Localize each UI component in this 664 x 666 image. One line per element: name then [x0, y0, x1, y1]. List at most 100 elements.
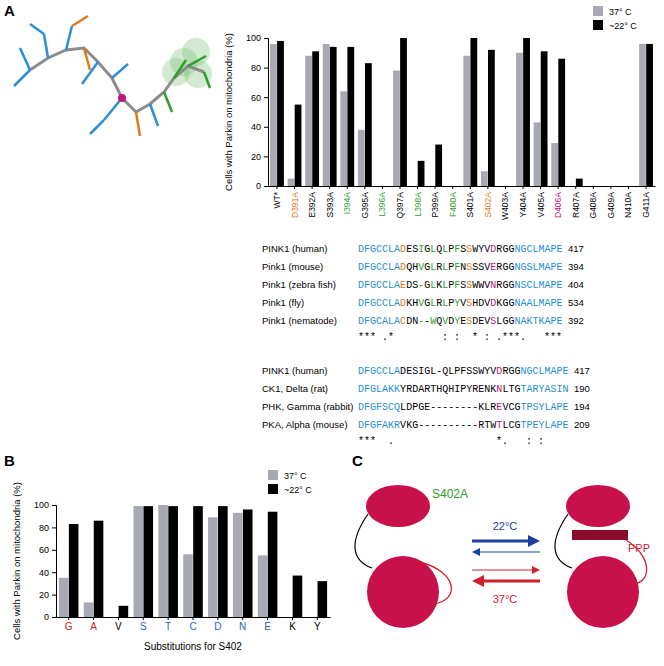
x-tick-label: Y404A [518, 192, 528, 218]
x-tick-label: G395A [360, 192, 370, 219]
bar [435, 145, 442, 186]
x-tick: G395A [360, 186, 370, 218]
x-tick-mark [364, 186, 365, 189]
sequence-end: 417 [574, 365, 590, 376]
x-tick: L398A [413, 186, 423, 217]
residue: E [557, 280, 563, 291]
y-tick-label: 40 [39, 568, 49, 578]
sequence: DFGCCLADKHVGLRLPYVSHDVDKGGNAALMAPE [358, 298, 563, 309]
bar [283, 617, 293, 618]
panel-label: C [352, 452, 363, 469]
bar [347, 47, 354, 186]
sequence-end: 417 [568, 243, 584, 254]
y-tick-mark [52, 617, 56, 618]
x-tick: S401A [465, 186, 475, 218]
y-tick-label: 60 [39, 545, 49, 555]
sequence-end: 194 [574, 401, 590, 412]
legend-swatch [593, 6, 603, 16]
chart: 020406080100GAVSTCDNEKYCells with Parkin… [11, 470, 331, 652]
bar [295, 105, 302, 186]
panel-label: B [4, 452, 15, 469]
mutant-label: S402A [432, 487, 468, 501]
x-tick: G408A [588, 186, 598, 218]
bar [622, 186, 629, 187]
side-chain [104, 98, 122, 120]
species-name: Pink1 (zebra fish) [262, 279, 336, 290]
x-tick-label: D391A [290, 192, 300, 218]
reverse-label: 37°C [493, 593, 518, 605]
x-tick: G [65, 617, 73, 632]
x-tick-mark [317, 617, 318, 620]
x-axis-title: Substitutions for S402 [144, 641, 242, 652]
x-tick-mark [312, 186, 313, 189]
legend: 37° C~22° C [268, 470, 312, 495]
x-tick-mark [487, 186, 488, 189]
bar [109, 617, 119, 618]
bar [569, 186, 576, 187]
x-tick-mark [93, 617, 94, 620]
x-tick: E392A [307, 186, 317, 218]
x-tick-label: P399A [430, 192, 440, 218]
bar [358, 130, 365, 186]
x-tick-mark [610, 186, 611, 189]
x-tick-mark [523, 186, 524, 189]
x-tick-mark [193, 617, 194, 620]
x-tick-label: G411A [641, 192, 651, 218]
legend-label: ~22° C [284, 485, 312, 495]
x-tick-label: T [165, 621, 171, 632]
x-tick: V405A [536, 186, 546, 218]
species-name: PINK1 (human) [262, 243, 327, 254]
x-axis-line [269, 186, 656, 187]
bar [611, 186, 618, 187]
species-name: PINK1 (human) [262, 365, 327, 376]
x-tick-mark [646, 186, 647, 189]
y-axis: 020406080100 [34, 500, 57, 622]
bar [323, 44, 330, 186]
y-tick-mark [264, 97, 268, 98]
x-tick: K [289, 617, 296, 632]
bar [340, 91, 347, 186]
x-tick-label: Q397A [395, 192, 405, 219]
activation-loop [420, 562, 451, 604]
bar [168, 506, 178, 617]
x-tick: WT* [272, 186, 282, 209]
bar [84, 602, 94, 617]
x-tick-label: W403A [500, 192, 510, 220]
x-tick-label: F400A [448, 192, 458, 217]
x-tick-label: R407A [571, 192, 581, 218]
bar [288, 179, 295, 186]
hinge [555, 514, 572, 568]
x-tick-label: Y [314, 621, 321, 632]
y-tick: 0 [256, 181, 268, 191]
side-chain [84, 48, 90, 70]
bar [312, 51, 319, 186]
x-tick-label: I394A [342, 192, 352, 215]
residue: E [563, 366, 569, 377]
legend-label: ~22° C [609, 21, 637, 31]
x-tick: F400A [448, 186, 458, 217]
bar [593, 186, 600, 187]
legend: 37° C~22° C [593, 6, 637, 31]
bar [558, 59, 565, 186]
sequence: DFGCCLADQHVGLRLPFNSSSVERGGNGSLMAPE [358, 262, 563, 273]
side-chain [112, 64, 128, 78]
x-tick-label: V [115, 621, 122, 632]
side-chain [20, 48, 30, 70]
bar [576, 179, 583, 186]
arrow-shaft [478, 552, 540, 553]
x-tick: W403A [500, 186, 510, 220]
side-chain [82, 62, 98, 84]
residue: E [563, 402, 569, 413]
residue: N [563, 384, 569, 395]
y-tick: 80 [251, 63, 268, 73]
x-tick: R407A [571, 186, 581, 218]
x-tick: N410A [623, 186, 633, 218]
x-tick: E [264, 617, 271, 632]
bar [463, 56, 470, 186]
bar [305, 56, 312, 186]
species-name: Pink1 (fly) [262, 297, 304, 308]
x-tick: I394A [342, 186, 352, 214]
x-tick-label: WT* [272, 191, 282, 208]
x-tick: S [140, 617, 147, 632]
y-tick: 80 [39, 523, 56, 533]
